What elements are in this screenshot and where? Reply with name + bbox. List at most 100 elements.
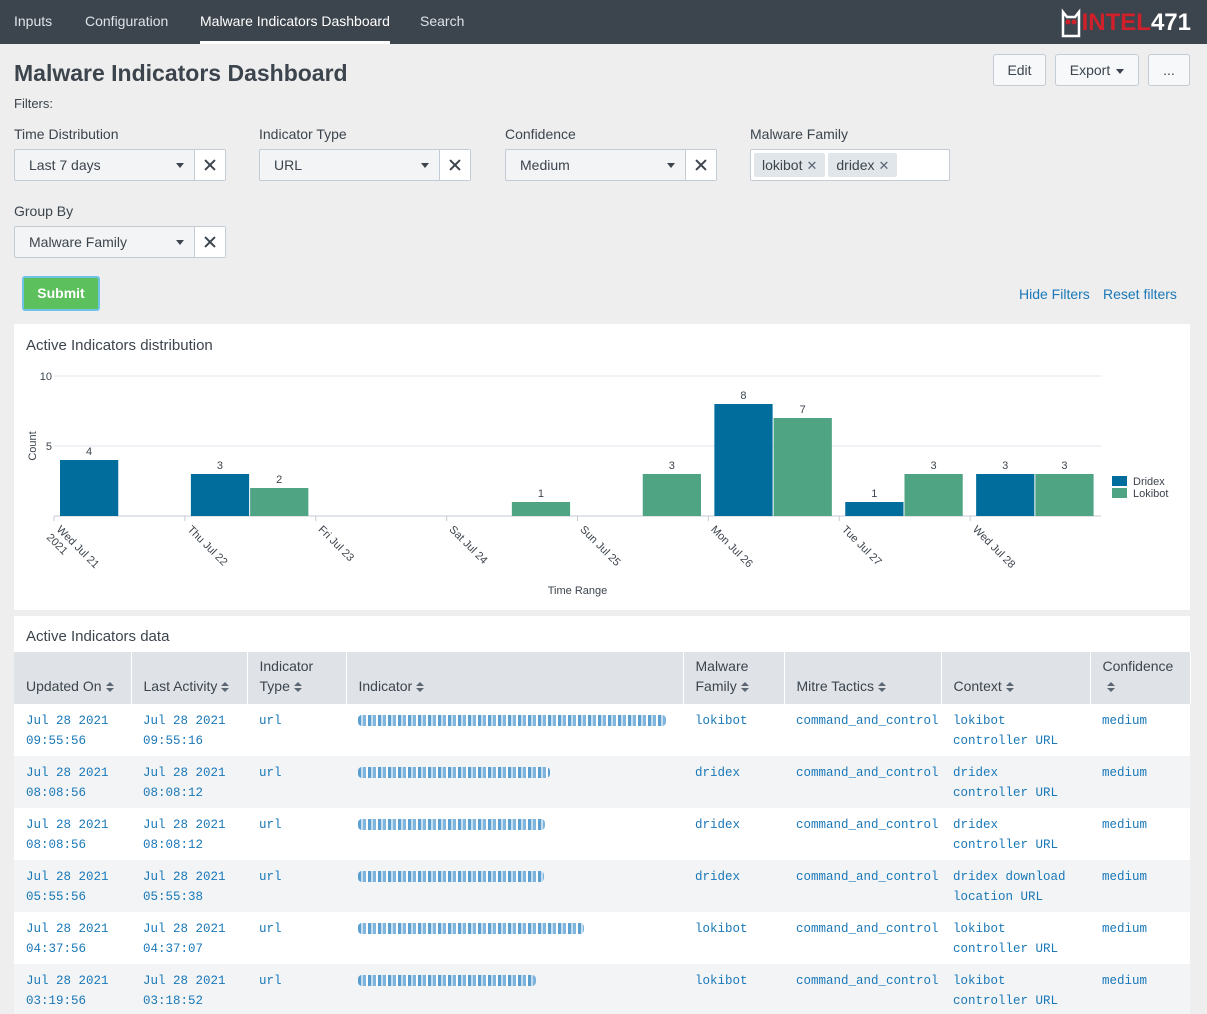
confidence-clear-button[interactable]: [685, 150, 716, 180]
updated-on-cell[interactable]: Jul 28 2021 09:55:56: [26, 714, 109, 748]
nav-tab-configuration[interactable]: Configuration: [85, 13, 169, 29]
malware-family-cell[interactable]: lokibot: [695, 922, 748, 936]
time-distribution-clear-button[interactable]: [194, 150, 225, 180]
nav-tab-malware-indicators-dashboard[interactable]: Malware Indicators Dashboard: [200, 0, 390, 44]
indicator-cell[interactable]: [346, 964, 683, 1014]
last-activity-cell[interactable]: Jul 28 2021 08:08:12: [143, 818, 226, 852]
last-activity-cell[interactable]: Jul 28 2021 03:18:52: [131, 964, 247, 1014]
confidence-cell[interactable]: medium: [1102, 818, 1148, 832]
indicator-type-cell[interactable]: url: [247, 860, 346, 912]
group-by-clear-button[interactable]: [194, 227, 225, 257]
confidence-cell[interactable]: medium: [1090, 860, 1190, 912]
updated-on-cell[interactable]: Jul 28 2021 08:08:56: [26, 818, 109, 852]
remove-chip-icon[interactable]: ✕: [878, 158, 890, 173]
column-header-indicator-type[interactable]: Indicator Type: [247, 652, 347, 704]
submit-button[interactable]: Submit: [22, 276, 100, 311]
last-activity-cell[interactable]: Jul 28 2021 05:55:38: [131, 860, 247, 912]
updated-on-cell[interactable]: Jul 28 2021 08:08:56: [14, 756, 131, 808]
updated-on-cell[interactable]: Jul 28 2021 04:37:56: [26, 922, 109, 956]
bar-lokibot: [250, 488, 309, 516]
indicator-type-cell[interactable]: url: [259, 714, 282, 728]
bar-lokibot: [1035, 474, 1094, 516]
last-activity-cell[interactable]: Jul 28 2021 04:37:07: [143, 922, 226, 956]
hide-filters-link[interactable]: Hide Filters: [1019, 286, 1090, 302]
context-cell[interactable]: dridex download location URL: [941, 860, 1090, 912]
malware-family-cell[interactable]: lokibot: [683, 964, 784, 1014]
malware-family-multiselect[interactable]: lokibot ✕ dridex ✕: [750, 149, 950, 181]
indicator-type-select[interactable]: URL: [259, 149, 471, 181]
context-cell[interactable]: lokibot controller URL: [953, 922, 1059, 956]
chevron-down-icon: [176, 240, 184, 245]
table-row[interactable]: Jul 28 2021 04:37:56 Jul 28 2021 04:37:07…: [14, 912, 1190, 964]
chevron-down-icon: [176, 163, 184, 168]
group-by-value: Malware Family: [29, 234, 128, 250]
mitre-tactics-cell[interactable]: command_and_control: [784, 964, 941, 1014]
confidence-cell[interactable]: medium: [1090, 756, 1190, 808]
column-header-context[interactable]: Context: [941, 652, 1091, 704]
table-panel-title: Active Indicators data: [26, 628, 170, 645]
column-header-label: Updated On: [26, 678, 102, 694]
column-header-updated-on[interactable]: Updated On: [14, 652, 132, 704]
table-row[interactable]: Jul 28 2021 08:08:56 Jul 28 2021 08:08:12…: [14, 756, 1190, 808]
column-header-confidence[interactable]: Confidence: [1090, 652, 1191, 704]
confidence-cell[interactable]: medium: [1090, 964, 1190, 1014]
indicator-type-cell[interactable]: url: [247, 756, 346, 808]
nav-tab-search[interactable]: Search: [420, 13, 465, 29]
column-header-mitre-tactics[interactable]: Mitre Tactics: [784, 652, 942, 704]
remove-chip-icon[interactable]: ✕: [806, 158, 818, 173]
indicator-type-cell[interactable]: url: [259, 922, 282, 936]
indicator-cell[interactable]: [346, 860, 683, 912]
chart-panel: Active Indicators distribution 5 10 Count W…: [14, 324, 1190, 610]
table-row[interactable]: Jul 28 2021 03:19:56 Jul 28 2021 03:18:52…: [14, 964, 1190, 1014]
updated-on-cell[interactable]: Jul 28 2021 05:55:56: [14, 860, 131, 912]
indicator-type-clear-button[interactable]: [439, 150, 470, 180]
mitre-tactics-cell[interactable]: command_and_control: [796, 922, 939, 936]
confidence-cell[interactable]: medium: [1102, 714, 1148, 728]
context-cell[interactable]: lokibot controller URL: [953, 714, 1059, 748]
updated-on-cell[interactable]: Jul 28 2021 03:19:56: [14, 964, 131, 1014]
indicator-cell[interactable]: [346, 912, 683, 964]
close-icon: [449, 159, 461, 171]
bar-value-label: 4: [86, 446, 92, 458]
export-button-label: Export: [1069, 62, 1111, 78]
malware-family-cell[interactable]: dridex: [683, 860, 784, 912]
malware-family-cell[interactable]: dridex: [683, 756, 784, 808]
logo-text-471: 471: [1150, 9, 1191, 36]
edit-button[interactable]: Edit: [993, 54, 1046, 86]
reset-filters-link[interactable]: Reset filters: [1103, 286, 1177, 302]
time-distribution-select[interactable]: Last 7 days: [14, 149, 226, 181]
group-by-select[interactable]: Malware Family: [14, 226, 226, 258]
context-cell[interactable]: dridex controller URL: [941, 756, 1090, 808]
indicator-cell[interactable]: [346, 808, 683, 860]
malware-family-cell[interactable]: dridex: [695, 818, 741, 832]
context-cell[interactable]: lokibot controller URL: [941, 964, 1090, 1014]
table-row[interactable]: Jul 28 2021 05:55:56 Jul 28 2021 05:55:38…: [14, 860, 1190, 912]
mitre-tactics-cell[interactable]: command_and_control: [796, 818, 939, 832]
column-header-last-activity[interactable]: Last Activity: [131, 652, 248, 704]
bar-lokibot: [511, 502, 571, 516]
confidence-cell[interactable]: medium: [1102, 922, 1148, 936]
indicator-cell[interactable]: [346, 704, 683, 756]
column-header-indicator[interactable]: Indicator: [346, 652, 684, 704]
last-activity-cell[interactable]: Jul 28 2021 08:08:12: [131, 756, 247, 808]
table-row[interactable]: Jul 28 2021 08:08:56 Jul 28 2021 08:08:12…: [14, 808, 1190, 860]
redacted-indicator: [358, 871, 544, 882]
mitre-tactics-cell[interactable]: command_and_control: [796, 714, 939, 728]
x-tick-label: Tue Jul 27: [839, 524, 884, 569]
table-row[interactable]: Jul 28 2021 09:55:56 Jul 28 2021 09:55:16…: [14, 704, 1190, 756]
context-cell[interactable]: dridex controller URL: [953, 818, 1059, 852]
indicator-cell[interactable]: [346, 756, 683, 808]
export-button[interactable]: Export: [1055, 54, 1139, 86]
last-activity-cell[interactable]: Jul 28 2021 09:55:16: [143, 714, 226, 748]
mitre-tactics-cell[interactable]: command_and_control: [784, 756, 941, 808]
malware-family-cell[interactable]: lokibot: [695, 714, 748, 728]
column-header-malware-family[interactable]: Malware Family: [683, 652, 785, 704]
redacted-indicator: [358, 975, 536, 986]
sort-icon: [1005, 681, 1014, 693]
indicator-type-cell[interactable]: url: [247, 964, 346, 1014]
mitre-tactics-cell[interactable]: command_and_control: [784, 860, 941, 912]
confidence-select[interactable]: Medium: [505, 149, 717, 181]
indicator-type-cell[interactable]: url: [259, 818, 282, 832]
more-actions-button[interactable]: ...: [1148, 54, 1190, 86]
nav-tab-inputs[interactable]: Inputs: [14, 13, 53, 29]
